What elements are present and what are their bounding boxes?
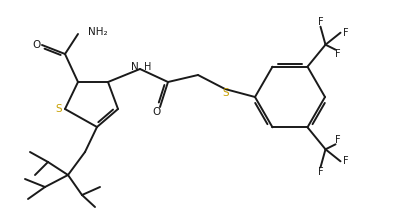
Text: H: H bbox=[144, 62, 151, 72]
Text: F: F bbox=[343, 156, 348, 166]
Text: F: F bbox=[318, 17, 323, 27]
Text: O: O bbox=[33, 40, 41, 50]
Text: F: F bbox=[335, 135, 340, 145]
Text: F: F bbox=[318, 167, 323, 177]
Text: F: F bbox=[343, 28, 348, 38]
Text: S: S bbox=[223, 88, 229, 98]
Text: F: F bbox=[335, 49, 340, 59]
Text: NH₂: NH₂ bbox=[88, 27, 108, 37]
Text: N: N bbox=[131, 62, 139, 72]
Text: S: S bbox=[56, 104, 62, 114]
Text: O: O bbox=[153, 107, 161, 117]
